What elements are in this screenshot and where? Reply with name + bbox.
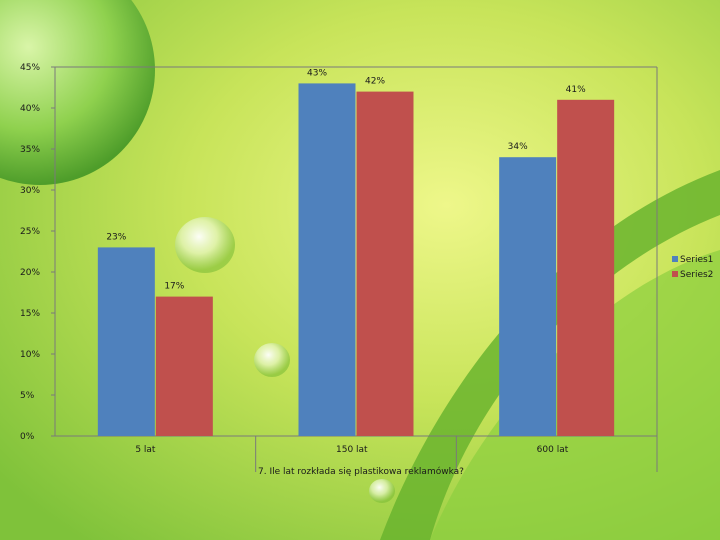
bar-series1-2 [298, 83, 356, 437]
data-label: 34% [508, 142, 528, 152]
y-tick-label: 40% [20, 104, 40, 114]
legend-label: Series1 [680, 255, 713, 265]
y-tick-label: 35% [20, 145, 40, 155]
y-tick-label: 15% [20, 309, 40, 319]
y-tick-label: 30% [20, 186, 40, 196]
bar-series2-2 [356, 91, 414, 436]
x-tick-label: 600 lat [537, 445, 569, 455]
bar-series1-1 [97, 247, 155, 436]
bar-series1-3 [499, 157, 557, 436]
x-axis: 5 lat 150 lat 600 lat [55, 435, 657, 472]
x-tick-label: 150 lat [336, 445, 368, 455]
y-tick-label: 10% [20, 350, 40, 360]
y-tick-label: 25% [20, 227, 40, 237]
water-drop-icon [175, 217, 235, 273]
globe-icon [0, 0, 155, 185]
data-label: 43% [307, 68, 327, 78]
legend-swatch [672, 256, 678, 262]
plot-area [55, 66, 658, 472]
y-tick-label: 0% [20, 432, 35, 442]
bar-series2-1 [155, 296, 213, 436]
y-tick-label: 5% [20, 391, 35, 401]
x-axis-title: 7. Ile lat rozkłada się plastikowa rekla… [258, 466, 464, 477]
y-axis: 0% 5% 10% 15% 20% 25% 30% 35% 40% 45% [20, 63, 56, 442]
data-label: 23% [106, 232, 126, 242]
legend-label: Series2 [680, 270, 713, 280]
data-labels: 23% 17% 43% 42% 34% 41% [106, 68, 586, 291]
y-tick-label: 20% [20, 268, 40, 278]
data-label: 41% [566, 85, 586, 95]
x-tick-label: 5 lat [135, 445, 156, 455]
water-drop-icon [254, 343, 290, 377]
data-label: 42% [365, 77, 385, 87]
water-drop-icon [369, 479, 395, 503]
y-tick-label: 45% [20, 63, 40, 73]
bar-series2-3 [557, 99, 615, 437]
legend: Series1 Series2 [672, 255, 713, 280]
data-label: 17% [164, 282, 184, 292]
bars [97, 83, 615, 437]
legend-swatch [672, 271, 678, 277]
